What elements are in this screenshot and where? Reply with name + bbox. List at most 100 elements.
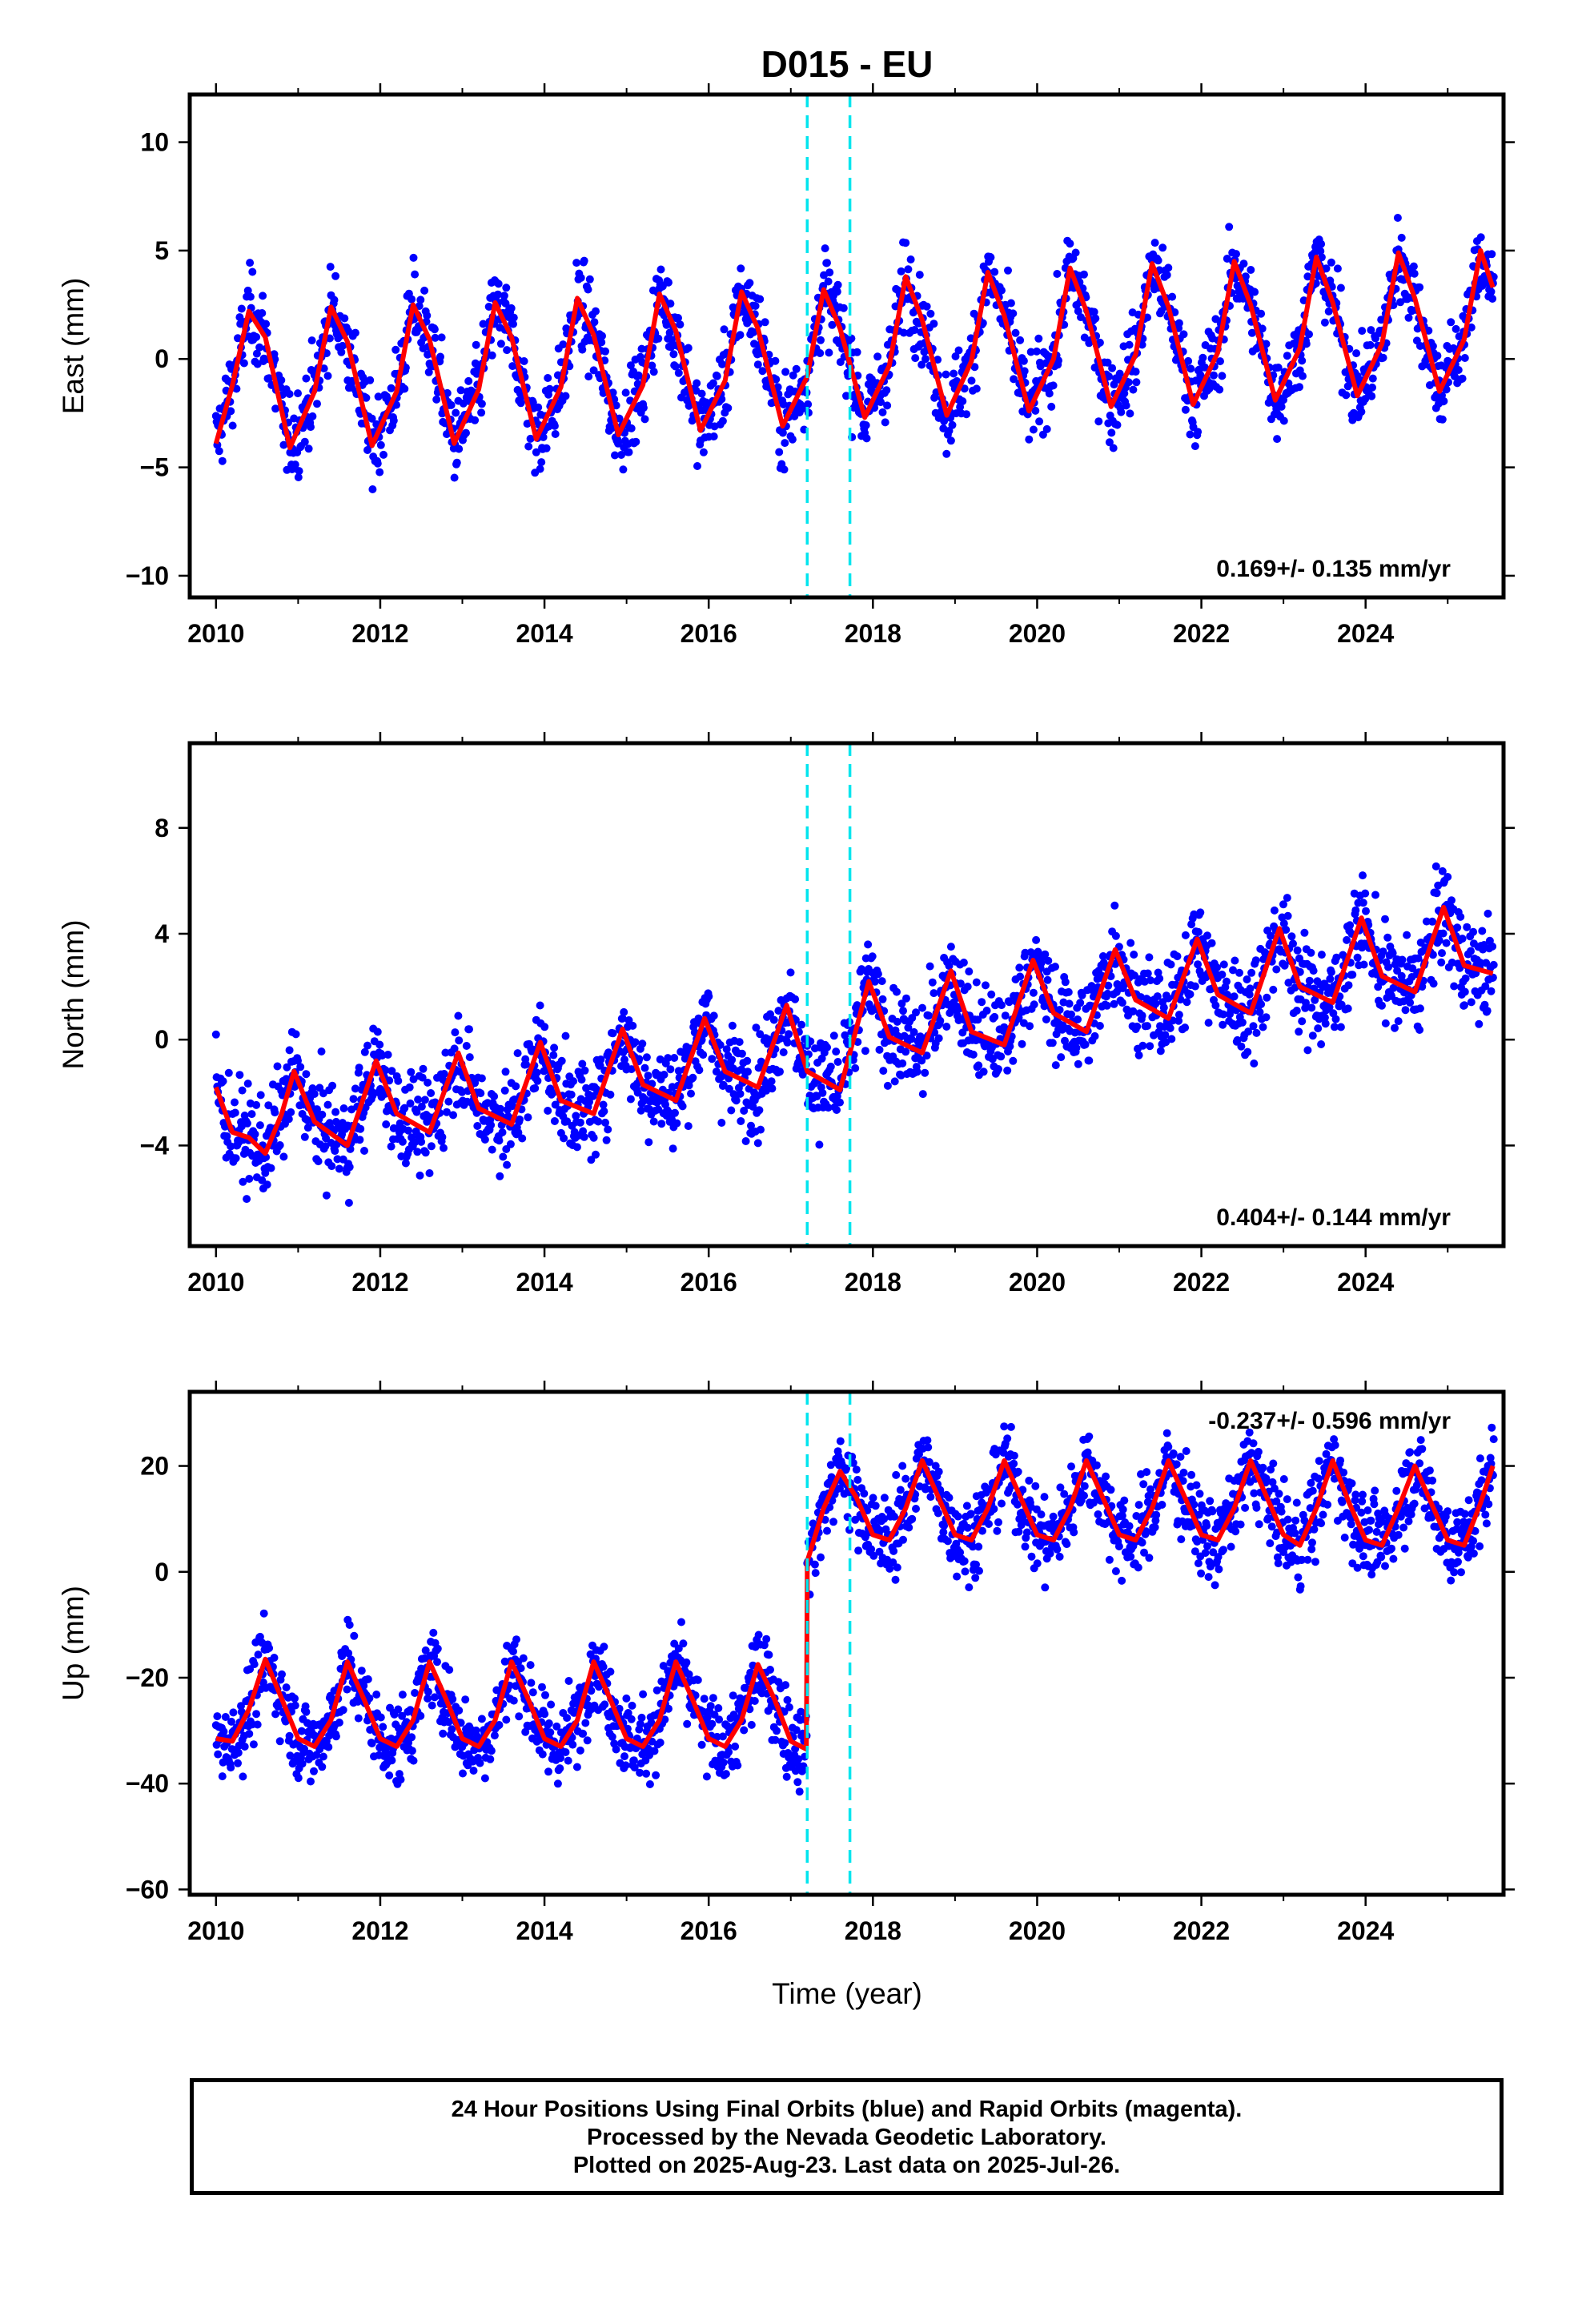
data-point <box>584 372 593 381</box>
data-point <box>237 1702 245 1711</box>
data-point <box>389 416 398 425</box>
data-point <box>1122 401 1130 410</box>
data-point <box>600 1107 608 1116</box>
data-point <box>648 361 656 370</box>
data-point <box>285 1731 294 1740</box>
data-point <box>1401 1006 1410 1015</box>
data-point <box>737 1049 746 1058</box>
data-point <box>1305 976 1314 985</box>
data-point <box>638 1039 647 1048</box>
data-point <box>904 1023 913 1032</box>
data-point <box>721 1770 730 1779</box>
data-point <box>239 1772 247 1781</box>
data-point <box>1279 416 1288 425</box>
data-point <box>1067 1010 1075 1019</box>
data-point <box>926 309 935 318</box>
data-point <box>1299 372 1307 380</box>
data-point <box>1279 919 1288 928</box>
data-point <box>1194 428 1203 436</box>
data-point <box>1131 368 1140 376</box>
data-point <box>1403 931 1411 939</box>
data-point <box>291 1030 300 1039</box>
y-tick-label: 10 <box>140 128 169 157</box>
data-point <box>1133 1022 1142 1031</box>
data-point <box>676 320 685 329</box>
data-point <box>1378 1001 1386 1010</box>
data-point <box>1237 1042 1246 1051</box>
data-point <box>839 304 848 312</box>
data-point <box>408 1733 416 1742</box>
data-point <box>531 1084 540 1092</box>
data-point <box>331 1108 340 1116</box>
data-point <box>486 1755 495 1763</box>
data-point <box>713 1732 721 1741</box>
data-point <box>583 1736 592 1745</box>
data-point <box>1308 1031 1317 1040</box>
data-point <box>1130 951 1138 959</box>
data-point <box>1164 263 1173 272</box>
data-point <box>758 367 767 376</box>
data-point <box>545 384 554 393</box>
data-point <box>1184 356 1193 365</box>
data-point <box>1368 374 1377 383</box>
data-point <box>303 1124 312 1132</box>
data-point <box>1381 1019 1390 1027</box>
data-point <box>496 1104 505 1113</box>
data-point <box>360 1147 368 1155</box>
data-point <box>922 1051 931 1060</box>
data-point <box>760 1641 769 1650</box>
data-point <box>1357 408 1366 416</box>
data-point <box>951 352 960 360</box>
data-point <box>645 1780 654 1788</box>
data-point <box>780 465 789 474</box>
data-point <box>1478 927 1487 935</box>
data-point <box>708 1055 717 1063</box>
data-point <box>942 449 951 458</box>
data-point <box>1332 953 1341 962</box>
data-point <box>367 1739 376 1747</box>
data-point <box>512 1682 520 1691</box>
data-point <box>355 1136 364 1144</box>
y-tick-label: 0 <box>155 1025 169 1054</box>
data-point <box>1302 999 1310 1007</box>
data-point <box>671 1108 679 1117</box>
data-point <box>1381 915 1389 923</box>
data-point <box>1034 334 1043 343</box>
data-point <box>590 318 599 327</box>
data-point <box>906 255 915 263</box>
data-point <box>1110 901 1119 910</box>
data-point <box>564 1756 572 1765</box>
data-point <box>654 334 663 343</box>
data-point <box>664 1054 673 1063</box>
x-tick-label: 2012 <box>351 1268 408 1297</box>
data-point <box>357 1667 366 1675</box>
data-point <box>897 999 906 1008</box>
data-point <box>297 1727 306 1735</box>
x-tick-label: 2018 <box>845 619 901 648</box>
data-point <box>240 1743 249 1751</box>
data-point <box>271 1108 279 1117</box>
data-point <box>286 1751 295 1760</box>
data-point <box>1371 891 1379 899</box>
data-point <box>1229 966 1237 975</box>
data-point <box>443 1108 451 1116</box>
data-point <box>418 1073 427 1082</box>
data-point <box>300 1132 309 1141</box>
data-point <box>733 1761 742 1770</box>
data-point <box>946 943 955 951</box>
data-point <box>584 285 592 294</box>
y-tick-label: −5 <box>140 453 169 482</box>
data-point <box>1257 309 1266 318</box>
data-point <box>267 1164 275 1172</box>
data-point <box>568 1740 577 1749</box>
data-point <box>1087 982 1096 991</box>
data-point <box>227 1763 235 1772</box>
data-point <box>253 1720 262 1729</box>
x-tick-label: 2016 <box>681 1268 737 1297</box>
data-point <box>614 439 622 448</box>
data-point <box>674 314 682 322</box>
data-point <box>577 1076 586 1084</box>
data-point <box>1233 1035 1242 1044</box>
data-point <box>231 1098 239 1107</box>
data-point <box>1231 956 1239 965</box>
